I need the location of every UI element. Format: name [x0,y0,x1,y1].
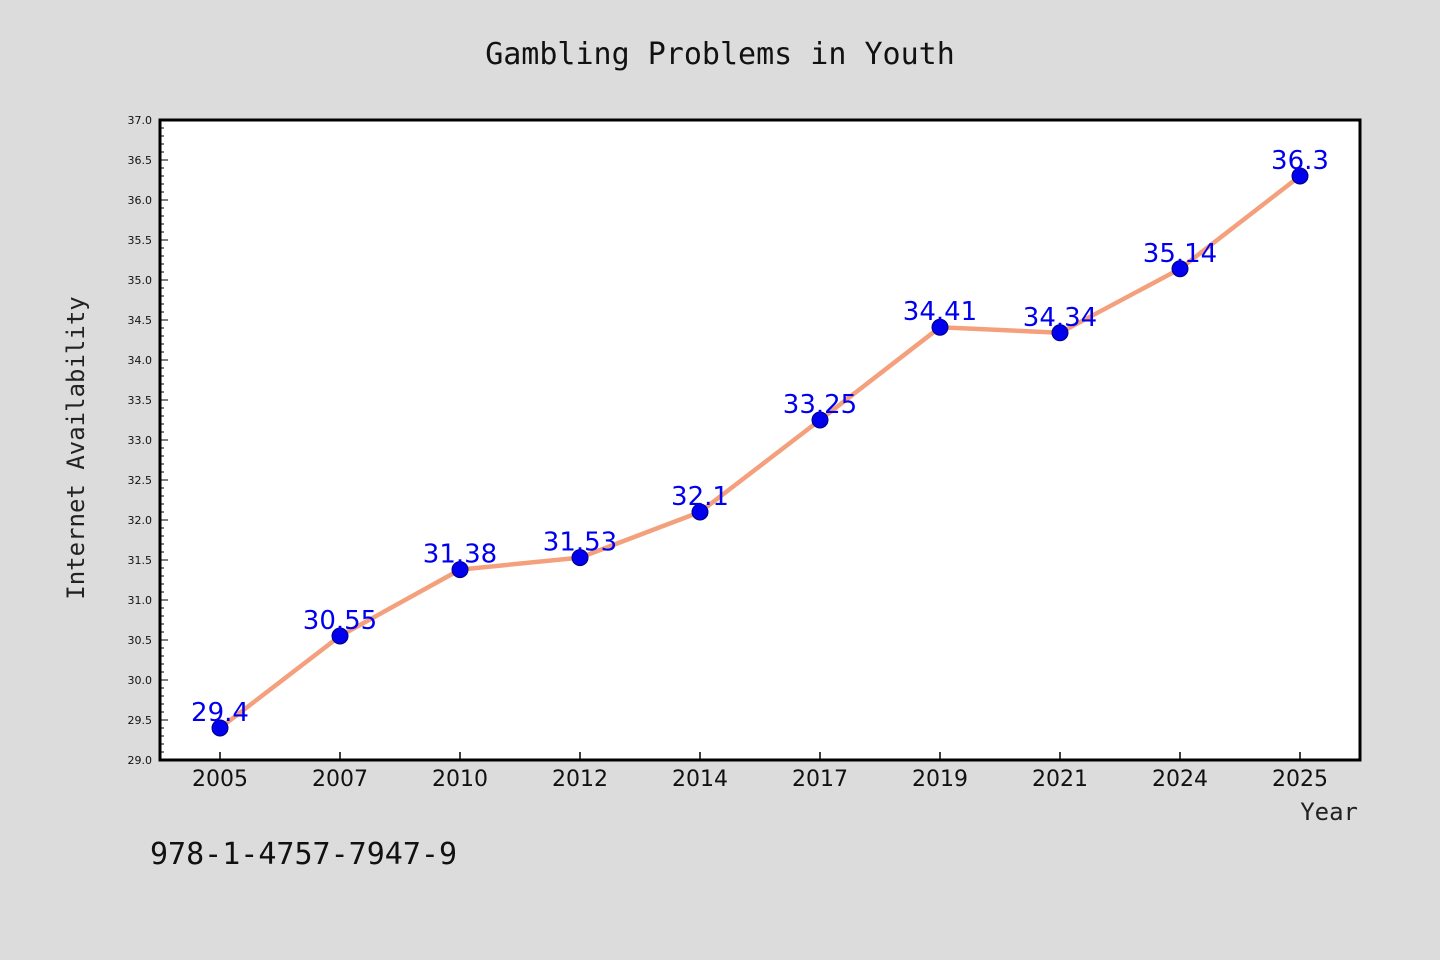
chart-title: Gambling Problems in Youth [485,37,955,72]
data-point [211,719,229,737]
y-tick-label: 29.0 [128,754,153,767]
data-point [1171,260,1189,278]
x-tick-label: 2010 [432,767,488,792]
x-tick-label: 2012 [552,767,608,792]
y-tick-label: 37.0 [128,114,153,127]
y-tick-label: 34.0 [128,354,153,367]
data-markers [211,167,1309,737]
x-tick-label: 2021 [1032,767,1088,792]
y-tick-label: 34.5 [128,314,153,327]
y-tick-label: 36.0 [128,194,153,207]
data-label: 34.34 [1023,303,1097,333]
data-point [571,549,589,567]
isbn-text: 978-1-4757-7947-9 [150,837,457,872]
data-label: 34.41 [903,297,977,327]
y-tick-label: 36.5 [128,154,153,167]
data-labels: 29.4 30.55 31.38 31.53 32.1 33.25 34.41 34.34 35… [191,146,1329,728]
x-axis-title: Year [1300,798,1358,826]
data-label: 32.1 [671,482,729,512]
y-tick-label: 33.5 [128,394,153,407]
y-tick-label: 33.0 [128,434,153,447]
y-tick-label: 32.5 [128,474,153,487]
series-line [218,174,1302,730]
x-tick-label: 2024 [1152,767,1208,792]
data-label: 31.53 [543,528,617,558]
data-point [811,411,829,429]
x-tick-label: 2014 [672,767,728,792]
data-label: 31.38 [423,540,497,570]
y-tick-label: 31.0 [128,594,153,607]
y-tick-label: 30.0 [128,674,153,687]
data-label: 29.4 [191,698,249,728]
data-label: 30.55 [303,606,377,636]
y-tick-label: 30.5 [128,634,153,647]
x-tick-label: 2019 [912,767,968,792]
data-label: 35.14 [1143,239,1217,269]
data-point [331,627,349,645]
y-axis: 29.0 29.5 30.0 30.5 31.0 31.5 32.0 32.5 33.0 33.5… [128,114,168,767]
y-tick-label: 32.0 [128,514,153,527]
y-tick-label: 35.0 [128,274,153,287]
data-point [1051,324,1069,342]
x-tick-label: 2005 [192,767,248,792]
y-axis-title: Internet Availability [62,296,90,599]
y-tick-label: 35.5 [128,234,153,247]
plot-area [158,118,1362,762]
x-tick-label: 2007 [312,767,368,792]
y-tick-label: 29.5 [128,714,153,727]
x-tick-label: 2025 [1272,767,1328,792]
data-label: 33.25 [783,390,857,420]
y-tick-label: 31.5 [128,554,153,567]
data-point [1291,167,1309,185]
data-point [691,503,709,521]
x-tick-label: 2017 [792,767,848,792]
data-label: 36.3 [1271,146,1329,176]
data-point [451,561,469,579]
x-axis: 2005 2007 2010 2012 2014 2017 2019 2021 2024 2025 [192,752,1328,792]
data-point [931,318,949,336]
